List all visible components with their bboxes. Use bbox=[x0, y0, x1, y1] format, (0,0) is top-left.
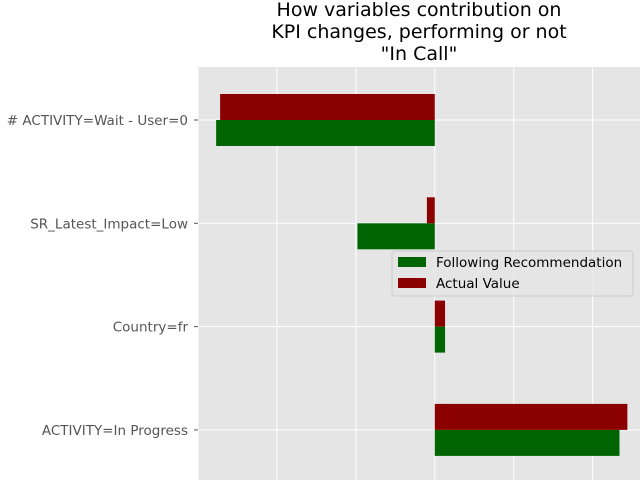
legend: Following Recommendation Actual Value bbox=[391, 250, 634, 297]
legend-label: Actual Value bbox=[436, 276, 520, 292]
y-tick-label: ACTIVITY=In Progress bbox=[42, 423, 188, 439]
y-axis-ticks: # ACTIVITY=Wait - User=0 SR_Latest_Impact… bbox=[7, 113, 198, 439]
y-tick-label: Country=fr bbox=[113, 320, 189, 336]
bar-following-recommendation bbox=[216, 120, 435, 146]
legend-label: Following Recommendation bbox=[436, 255, 622, 271]
chart-title-line: "In Call" bbox=[381, 43, 458, 65]
bar-actual-value bbox=[220, 94, 435, 120]
chart-title-line: KPI changes, performing or not bbox=[271, 21, 566, 43]
bar-following-recommendation bbox=[434, 429, 620, 456]
bar-actual-value bbox=[434, 300, 446, 327]
chart-title-line: How variables contribution on bbox=[277, 0, 562, 21]
bar-following-recommendation bbox=[434, 326, 446, 353]
bar-actual-value bbox=[426, 197, 435, 224]
bar-actual-value bbox=[434, 403, 628, 430]
bars bbox=[216, 94, 628, 456]
y-tick-label: # ACTIVITY=Wait - User=0 bbox=[7, 113, 188, 129]
legend-swatch bbox=[398, 278, 426, 288]
legend-swatch bbox=[398, 257, 426, 267]
bar-following-recommendation bbox=[357, 223, 435, 250]
legend-box bbox=[391, 250, 634, 297]
y-tick-label: SR_Latest_Impact=Low bbox=[30, 216, 188, 232]
